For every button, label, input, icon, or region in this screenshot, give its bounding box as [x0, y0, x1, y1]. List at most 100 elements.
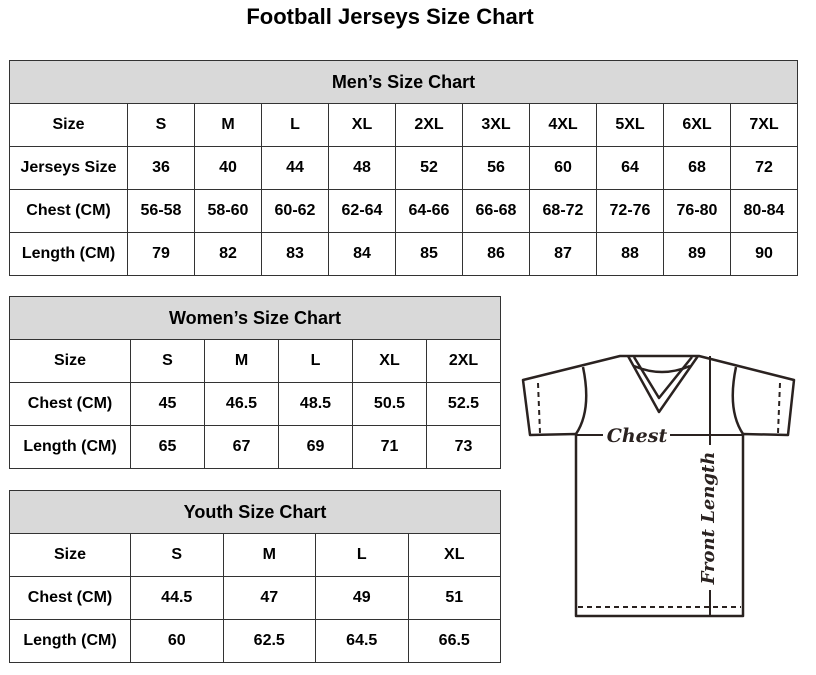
row-header: Length (CM)	[9, 425, 131, 469]
table-row: Jerseys Size 36 40 44 48 52 56 60 64 68 72	[9, 146, 798, 190]
row-header: Chest (CM)	[9, 576, 131, 620]
table-cell: 60	[130, 619, 224, 663]
table-cell: L	[261, 103, 329, 147]
front-length-label: Front Length	[698, 452, 719, 586]
table-cell: 60	[529, 146, 597, 190]
table-cell: 58-60	[194, 189, 262, 233]
table-cell: 86	[462, 232, 530, 276]
table-cell: 64	[596, 146, 664, 190]
table-cell: M	[222, 533, 316, 577]
table-cell: 46.5	[204, 382, 279, 426]
table-cell: 69	[278, 425, 353, 469]
table-cell: L	[315, 533, 409, 577]
table-cell: 2XL	[395, 103, 463, 147]
row-header: Size	[9, 533, 131, 577]
table-cell: 76-80	[663, 189, 731, 233]
row-header: Size	[9, 339, 131, 383]
page-title: Football Jerseys Size Chart	[246, 4, 534, 29]
table-cell: 84	[328, 232, 396, 276]
table-cell: 88	[596, 232, 664, 276]
table-cell: XL	[352, 339, 427, 383]
row-header: Length (CM)	[9, 619, 131, 663]
table-row: Size S M L XL 2XL	[9, 339, 501, 383]
table-cell: 72-76	[596, 189, 664, 233]
youth-size-table: Youth Size Chart Size S M L XL Chest (CM) 44.5 4…	[9, 490, 501, 663]
women-caption: Women’s Size Chart	[9, 296, 501, 340]
table-cell: 62-64	[328, 189, 396, 233]
table-cell: 4XL	[529, 103, 597, 147]
table-cell: 73	[426, 425, 501, 469]
table-cell: 72	[730, 146, 798, 190]
table-cell: 36	[127, 146, 195, 190]
table-cell: 44.5	[130, 576, 224, 620]
table-cell: 56	[462, 146, 530, 190]
table-cell: 89	[663, 232, 731, 276]
table-cell: 6XL	[663, 103, 731, 147]
table-cell: 2XL	[426, 339, 501, 383]
table-row: Length (CM) 79 82 83 84 85 86 87 88 89 90	[9, 232, 798, 276]
table-row: Size S M L XL 2XL 3XL 4XL 5XL 6XL 7XL	[9, 103, 798, 147]
table-cell: L	[278, 339, 353, 383]
table-cell: 52.5	[426, 382, 501, 426]
table-row: Chest (CM) 45 46.5 48.5 50.5 52.5	[9, 382, 501, 426]
table-cell: 50.5	[352, 382, 427, 426]
table-cell: 66-68	[462, 189, 530, 233]
table-cell: 85	[395, 232, 463, 276]
collar	[626, 355, 700, 414]
table-cell: 67	[204, 425, 279, 469]
left-armhole	[574, 366, 588, 435]
table-cell: 82	[194, 232, 262, 276]
table-cell: 87	[529, 232, 597, 276]
table-cell: M	[194, 103, 262, 147]
jersey-diagram: Chest Front Length	[521, 354, 796, 618]
table-cell: 64-66	[395, 189, 463, 233]
table-cell: 90	[730, 232, 798, 276]
table-row: Chest (CM) 44.5 47 49 51	[9, 576, 501, 620]
table-cell: 68-72	[529, 189, 597, 233]
table-cell: 66.5	[407, 619, 501, 663]
chest-label: Chest	[607, 425, 668, 447]
table-cell: 80-84	[730, 189, 798, 233]
womens-size-table: Women’s Size Chart Size S M L XL 2XL Chest (CM)…	[9, 296, 501, 469]
table-row: Length (CM) 60 62.5 64.5 66.5	[9, 619, 501, 663]
row-header: Jerseys Size	[9, 146, 128, 190]
table-cell: 47	[222, 576, 316, 620]
table-row: Chest (CM) 56-58 58-60 60-62 62-64 64-66 66-68…	[9, 189, 798, 233]
table-cell: 68	[663, 146, 731, 190]
table-cell: 71	[352, 425, 427, 469]
table-cell: XL	[407, 533, 501, 577]
right-armhole	[731, 366, 745, 435]
table-cell: 51	[407, 576, 501, 620]
table-cell: 7XL	[730, 103, 798, 147]
mens-size-table: Men’s Size Chart Size S M L XL 2XL 3XL 4XL 5XL 6XL…	[9, 60, 798, 276]
row-header: Length (CM)	[9, 232, 128, 276]
table-row: Length (CM) 65 67 69 71 73	[9, 425, 501, 469]
table-cell: 40	[194, 146, 262, 190]
table-cell: 52	[395, 146, 463, 190]
youth-caption: Youth Size Chart	[9, 490, 501, 534]
table-cell: S	[130, 533, 224, 577]
table-cell: 79	[127, 232, 195, 276]
table-cell: 5XL	[596, 103, 664, 147]
jersey-outline	[521, 354, 796, 618]
table-cell: 62.5	[222, 619, 316, 663]
row-header: Chest (CM)	[9, 189, 128, 233]
table-cell: 64.5	[315, 619, 409, 663]
table-cell: S	[130, 339, 205, 383]
table-row: Size S M L XL	[9, 533, 501, 577]
table-cell: 56-58	[127, 189, 195, 233]
table-cell: 83	[261, 232, 329, 276]
table-cell: 45	[130, 382, 205, 426]
table-cell: 3XL	[462, 103, 530, 147]
table-cell: 44	[261, 146, 329, 190]
men-caption: Men’s Size Chart	[9, 60, 798, 104]
table-cell: 65	[130, 425, 205, 469]
table-cell: 48	[328, 146, 396, 190]
table-cell: XL	[328, 103, 396, 147]
table-cell: 60-62	[261, 189, 329, 233]
row-header: Size	[9, 103, 128, 147]
table-cell: 48.5	[278, 382, 353, 426]
table-cell: S	[127, 103, 195, 147]
table-cell: M	[204, 339, 279, 383]
table-cell: 49	[315, 576, 409, 620]
